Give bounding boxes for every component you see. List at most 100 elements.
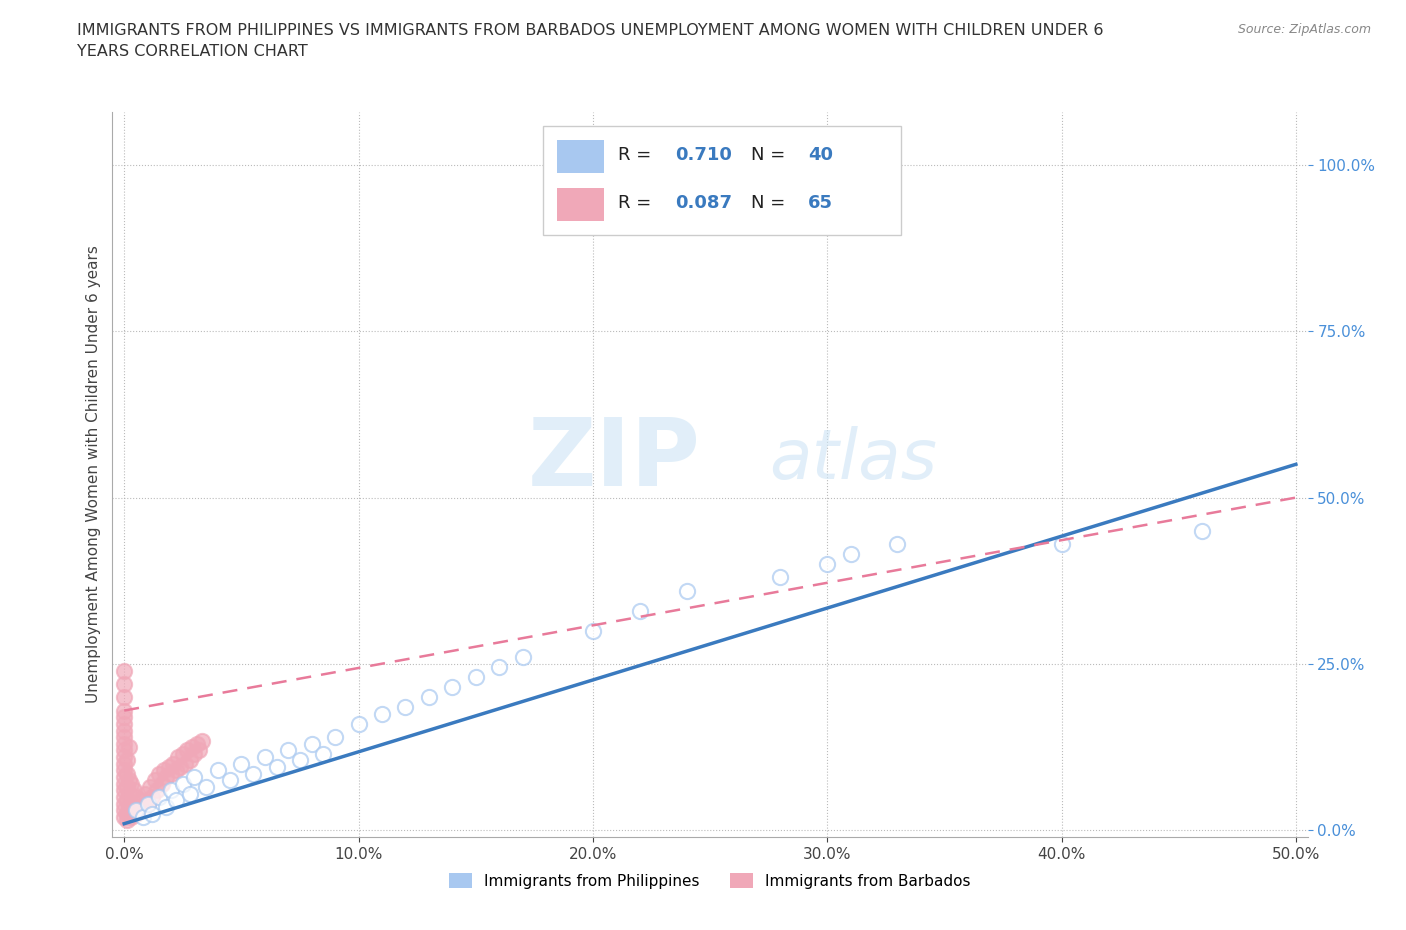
Point — [112, 796, 135, 811]
Point — [112, 777, 135, 791]
Point — [242, 766, 264, 781]
Point — [112, 743, 135, 758]
Point — [628, 604, 651, 618]
Point — [146, 783, 169, 798]
Point — [120, 777, 142, 791]
Point — [231, 756, 253, 771]
Point — [488, 660, 510, 675]
Point — [136, 796, 159, 811]
Text: IMMIGRANTS FROM PHILIPPINES VS IMMIGRANTS FROM BARBADOS UNEMPLOYMENT AMONG WOMEN: IMMIGRANTS FROM PHILIPPINES VS IMMIGRANT… — [77, 23, 1104, 38]
Point — [115, 753, 138, 768]
Point — [112, 810, 135, 825]
Point — [153, 763, 176, 777]
Point — [112, 676, 135, 691]
Point — [769, 570, 792, 585]
Point — [266, 760, 288, 775]
Point — [155, 770, 177, 785]
Point — [112, 737, 135, 751]
Point — [112, 724, 135, 738]
Point — [288, 753, 311, 768]
Text: Source: ZipAtlas.com: Source: ZipAtlas.com — [1237, 23, 1371, 36]
Point — [120, 796, 142, 811]
Point — [394, 699, 416, 714]
Point — [125, 790, 148, 804]
Point — [815, 557, 838, 572]
Point — [174, 756, 197, 771]
Point — [207, 763, 229, 777]
Point — [195, 779, 218, 794]
Point — [118, 773, 141, 788]
Point — [115, 779, 138, 794]
Point — [512, 650, 534, 665]
Point — [127, 800, 149, 815]
Point — [122, 803, 145, 817]
Point — [162, 756, 184, 771]
Point — [141, 790, 163, 804]
Point — [136, 796, 159, 811]
Point — [172, 747, 194, 762]
Point — [132, 803, 155, 817]
Point — [886, 537, 908, 551]
Point — [464, 670, 486, 684]
Point — [112, 790, 135, 804]
Point — [839, 547, 862, 562]
Point — [188, 743, 211, 758]
Point — [418, 690, 440, 705]
Point — [301, 737, 323, 751]
Point — [112, 750, 135, 764]
Point — [112, 803, 135, 817]
Point — [441, 680, 464, 695]
Point — [134, 786, 156, 801]
Point — [165, 763, 187, 777]
Legend: Immigrants from Philippines, Immigrants from Barbados: Immigrants from Philippines, Immigrants … — [443, 867, 977, 895]
Point — [118, 739, 141, 754]
Point — [148, 790, 170, 804]
Point — [112, 703, 135, 718]
Point — [115, 766, 138, 781]
Point — [115, 806, 138, 821]
Point — [183, 747, 205, 762]
Point — [160, 783, 183, 798]
Point — [143, 773, 166, 788]
Point — [115, 813, 138, 828]
Point — [675, 583, 697, 598]
Point — [112, 690, 135, 705]
Point — [112, 730, 135, 745]
Point — [125, 806, 148, 821]
Point — [148, 766, 170, 781]
Point — [371, 707, 394, 722]
Point — [115, 793, 138, 808]
Point — [169, 760, 191, 775]
Point — [112, 716, 135, 731]
Point — [323, 730, 346, 745]
Point — [157, 760, 180, 775]
Point — [112, 663, 135, 678]
Point — [155, 800, 177, 815]
Point — [129, 793, 152, 808]
Point — [132, 810, 155, 825]
Point — [582, 623, 605, 638]
Point — [118, 786, 141, 801]
Point — [1191, 524, 1213, 538]
Text: atlas: atlas — [769, 426, 938, 493]
Point — [167, 750, 190, 764]
Point — [139, 779, 162, 794]
Text: ZIP: ZIP — [529, 414, 700, 506]
Point — [179, 753, 201, 768]
Point — [120, 810, 142, 825]
Text: YEARS CORRELATION CHART: YEARS CORRELATION CHART — [77, 44, 308, 59]
Point — [150, 777, 173, 791]
Point — [112, 763, 135, 777]
Point — [181, 739, 204, 754]
Point — [125, 803, 148, 817]
Point — [122, 783, 145, 798]
Point — [183, 770, 205, 785]
Point — [179, 786, 201, 801]
Point — [118, 800, 141, 815]
Point — [277, 743, 299, 758]
Point — [253, 750, 276, 764]
Point — [312, 747, 335, 762]
Point — [347, 716, 370, 731]
Point — [186, 737, 208, 751]
Point — [190, 733, 212, 748]
